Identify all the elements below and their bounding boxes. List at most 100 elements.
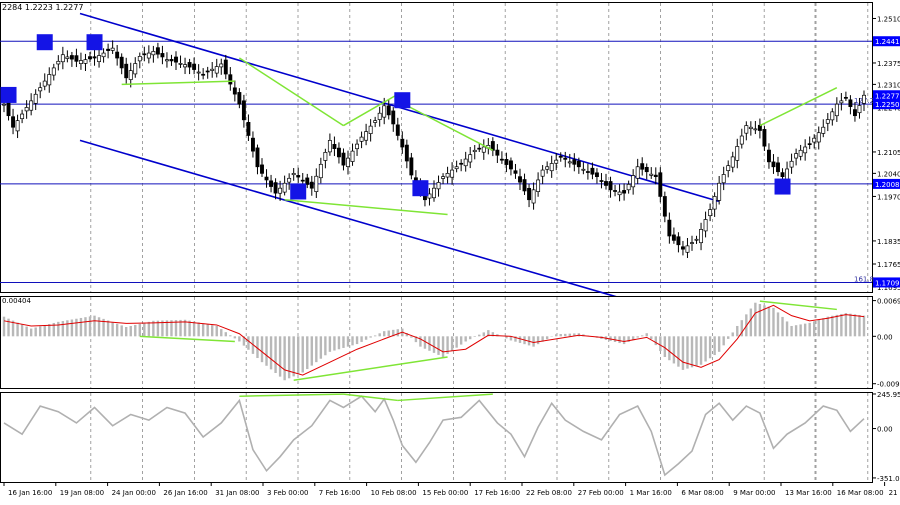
candle-body	[514, 171, 517, 174]
pattern-marker	[775, 179, 791, 195]
candle-body	[654, 175, 657, 177]
candle-body	[804, 147, 807, 153]
time-tick-label: 27 Feb 00:00	[578, 489, 624, 497]
candle-body	[324, 152, 327, 160]
candle-body	[125, 64, 128, 78]
candle-body	[39, 88, 42, 91]
candle-body	[93, 57, 96, 58]
candle-body	[627, 184, 630, 189]
candle-body	[170, 59, 173, 61]
candle-body	[441, 177, 444, 179]
candle-body	[749, 127, 752, 128]
level-price-label: 1.1709	[875, 279, 900, 287]
candle-body	[582, 169, 585, 170]
candle-body	[202, 74, 205, 75]
time-tick-label: 13 Mar 16:00	[785, 489, 832, 497]
time-tick-label: 9 Mar 00:00	[733, 489, 775, 497]
candle-body	[292, 173, 295, 174]
candle-body	[310, 182, 313, 188]
candle-body	[48, 75, 51, 85]
candle-body	[120, 57, 123, 68]
pattern-marker	[37, 34, 53, 50]
candle-body	[437, 182, 440, 188]
candle-body	[496, 150, 499, 155]
price-panel: 1.25101.23751.23101.22401.21051.20401.19…	[0, 3, 900, 327]
candle-body	[518, 177, 521, 183]
candle-body	[559, 156, 562, 157]
candle-body	[107, 49, 110, 50]
candle-body	[718, 183, 721, 200]
macd-value-label: 0.00404	[2, 297, 31, 305]
candle-body	[731, 157, 734, 167]
time-tick-label: 1 Mar 16:00	[630, 489, 672, 497]
candle-body	[21, 114, 24, 119]
candle-body	[179, 63, 182, 64]
candle-body	[632, 176, 635, 187]
candle-body	[220, 64, 223, 67]
candle-body	[595, 173, 598, 177]
candle-body	[374, 121, 377, 123]
time-tick-label: 10 Feb 08:00	[371, 489, 417, 497]
candle-body	[342, 153, 345, 165]
candle-body	[455, 167, 458, 169]
candle-body	[550, 163, 553, 170]
time-tick-label: 19 Jan 08:00	[60, 489, 104, 497]
candle-body	[577, 161, 580, 166]
candle-body	[727, 166, 730, 171]
candle-body	[174, 57, 177, 62]
time-tick-label: 3 Feb 00:00	[267, 489, 308, 497]
candle-body	[523, 180, 526, 191]
macd-panel: 0.006910.00-0.00917	[1, 297, 900, 389]
candle-body	[247, 122, 250, 135]
candle-body	[229, 75, 232, 84]
candle-body	[817, 133, 820, 142]
candle-body	[274, 183, 277, 194]
candle-body	[835, 104, 838, 116]
time-tick-label: 7 Feb 16:00	[319, 489, 360, 497]
candle-body	[288, 178, 291, 182]
candle-body	[586, 172, 589, 173]
candle-body	[206, 71, 209, 72]
candle-body	[52, 68, 55, 75]
candle-body	[482, 147, 485, 152]
candle-body	[659, 173, 662, 197]
candle-body	[573, 160, 576, 165]
candle-body	[858, 105, 861, 112]
candle-body	[451, 170, 454, 177]
price-tick-label: 1.1970	[877, 193, 900, 201]
macd-tick-label: 0.00691	[877, 298, 900, 306]
candle-body	[197, 72, 200, 73]
price-tick-label: 1.2040	[877, 170, 900, 178]
candle-body	[251, 138, 254, 151]
candle-body	[2, 104, 5, 105]
candle-body	[401, 139, 404, 147]
time-tick-label: 31 Jan 08:00	[215, 489, 259, 497]
candle-body	[410, 158, 413, 175]
candle-body	[233, 88, 236, 94]
candle-body	[681, 247, 684, 249]
candle-body	[188, 62, 191, 67]
candle-body	[690, 243, 693, 244]
candle-body	[161, 53, 164, 56]
candle-body	[460, 163, 463, 164]
candle-body	[564, 158, 567, 159]
candle-body	[134, 64, 137, 74]
level-price-label: 1.2250	[875, 101, 900, 109]
candle-body	[66, 57, 69, 59]
candle-body	[392, 111, 395, 124]
time-tick-label: 6 Mar 08:00	[681, 489, 723, 497]
candle-body	[138, 56, 141, 60]
candle-body	[849, 100, 852, 107]
candle-body	[61, 55, 64, 62]
candle-body	[722, 174, 725, 182]
candle-body	[25, 107, 28, 110]
candle-body	[740, 136, 743, 144]
pattern-marker	[412, 180, 428, 196]
candle-body	[568, 162, 571, 163]
candle-body	[152, 51, 155, 54]
candle-body	[224, 60, 227, 74]
candle-body	[844, 97, 847, 98]
candle-body	[604, 181, 607, 185]
cci-tick-label: -351.059	[877, 475, 900, 483]
candle-body	[279, 188, 282, 193]
